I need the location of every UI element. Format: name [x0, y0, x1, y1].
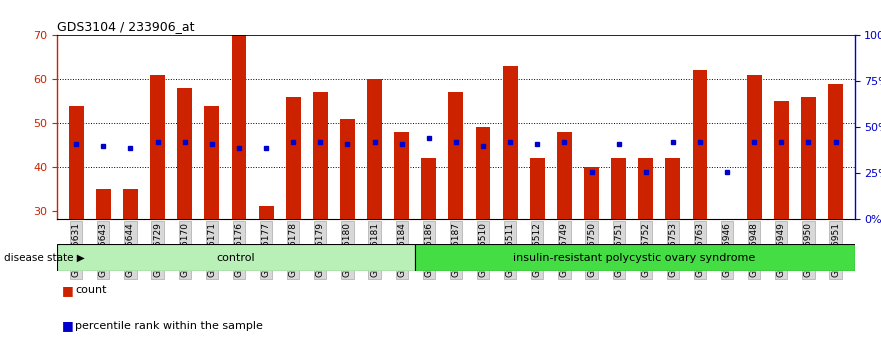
- Bar: [69, 105, 84, 219]
- Bar: [204, 105, 219, 219]
- Bar: [123, 189, 138, 219]
- Bar: [232, 35, 247, 219]
- Bar: [774, 101, 788, 219]
- Bar: [611, 158, 626, 219]
- Bar: [150, 75, 165, 219]
- Bar: [747, 75, 762, 219]
- Bar: [313, 92, 328, 219]
- Bar: [828, 84, 843, 219]
- Bar: [96, 189, 111, 219]
- Bar: [584, 167, 599, 219]
- Bar: [367, 79, 382, 219]
- Text: insulin-resistant polycystic ovary syndrome: insulin-resistant polycystic ovary syndr…: [514, 252, 756, 263]
- Bar: [639, 158, 653, 219]
- Text: count: count: [75, 285, 107, 295]
- Bar: [177, 88, 192, 219]
- Text: GDS3104 / 233906_at: GDS3104 / 233906_at: [57, 20, 195, 33]
- Bar: [259, 206, 273, 219]
- Bar: [720, 219, 735, 246]
- Text: control: control: [217, 252, 255, 263]
- Bar: [285, 97, 300, 219]
- Bar: [665, 158, 680, 219]
- Bar: [340, 119, 355, 219]
- Bar: [801, 97, 816, 219]
- Text: ■: ■: [62, 319, 73, 332]
- Bar: [692, 70, 707, 219]
- Bar: [394, 132, 409, 219]
- Bar: [529, 158, 544, 219]
- Bar: [421, 158, 436, 219]
- Text: disease state ▶: disease state ▶: [4, 253, 85, 263]
- Bar: [476, 127, 491, 219]
- Text: percentile rank within the sample: percentile rank within the sample: [75, 321, 263, 331]
- Bar: [57, 244, 415, 271]
- Text: ■: ■: [62, 284, 73, 297]
- Bar: [448, 92, 463, 219]
- Bar: [557, 132, 572, 219]
- Bar: [503, 66, 518, 219]
- Bar: [415, 244, 855, 271]
